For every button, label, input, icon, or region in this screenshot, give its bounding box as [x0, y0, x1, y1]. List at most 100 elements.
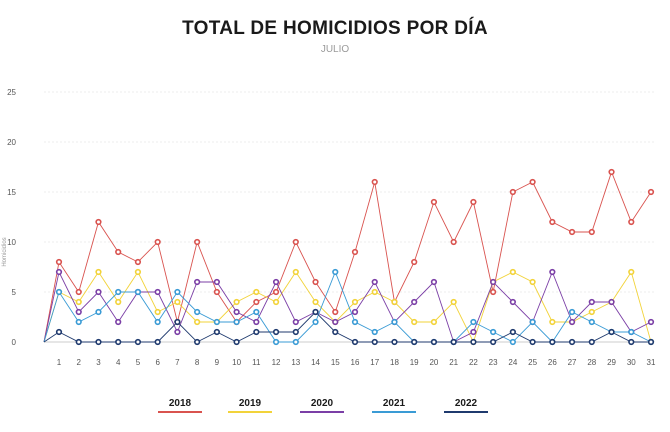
- y-tick-label: 10: [7, 238, 16, 247]
- data-point-2019: [253, 288, 260, 296]
- x-tick-label: 23: [489, 358, 498, 367]
- data-point-2021: [391, 318, 398, 326]
- series-line-2022: [43, 311, 651, 343]
- data-point-2018: [272, 288, 280, 296]
- legend-label-2019: 2019: [239, 398, 262, 409]
- data-point-2018: [194, 238, 201, 246]
- data-point-2020: [272, 278, 280, 286]
- x-tick-label: 5: [136, 358, 141, 367]
- data-point-2022: [647, 338, 655, 346]
- y-tick-label: 0: [12, 338, 17, 347]
- data-point-2018: [628, 218, 635, 226]
- data-point-2020: [292, 318, 299, 326]
- data-point-2018: [430, 198, 438, 206]
- data-point-2018: [608, 168, 615, 176]
- series-line-2019: [43, 270, 652, 344]
- data-point-2020: [647, 318, 655, 326]
- data-point-2020: [95, 288, 102, 296]
- data-point-2022: [95, 338, 102, 346]
- x-tick-label: 16: [351, 358, 360, 367]
- data-point-2022: [529, 338, 536, 346]
- data-point-2020: [608, 298, 615, 306]
- data-point-2022: [628, 338, 635, 346]
- x-tick-label: 10: [232, 358, 241, 367]
- data-point-2019: [549, 318, 556, 326]
- data-point-2022: [115, 338, 122, 346]
- data-point-2019: [292, 268, 299, 276]
- data-point-2021: [194, 308, 201, 316]
- x-tick-label: 15: [331, 358, 340, 367]
- x-tick-label: 13: [291, 358, 300, 367]
- data-point-2021: [174, 288, 181, 296]
- data-point-2021: [154, 318, 161, 326]
- data-point-2019: [312, 298, 319, 306]
- data-point-2022: [312, 308, 319, 316]
- x-tick-label: 28: [587, 358, 596, 367]
- data-point-2020: [115, 318, 122, 326]
- data-point-2022: [213, 328, 220, 336]
- x-tick-label: 8: [195, 358, 200, 367]
- x-tick-label: 29: [607, 358, 616, 367]
- data-point-2021: [351, 318, 359, 326]
- legend-label-2022: 2022: [455, 398, 478, 409]
- x-tick-label: 4: [116, 358, 121, 367]
- data-point-2019: [411, 318, 418, 326]
- data-point-2022: [154, 338, 161, 346]
- data-point-2018: [588, 228, 595, 236]
- data-point-2022: [194, 338, 201, 346]
- data-point-2018: [549, 218, 556, 226]
- x-tick-label: 24: [508, 358, 517, 367]
- x-tick-label: 31: [647, 358, 656, 367]
- data-point-2022: [272, 328, 280, 336]
- y-tick-label: 20: [7, 138, 16, 147]
- data-point-2020: [470, 328, 477, 336]
- data-point-2018: [450, 238, 457, 246]
- data-point-2019: [450, 298, 457, 306]
- x-tick-label: 20: [429, 358, 438, 367]
- data-point-2020: [253, 318, 260, 326]
- x-tick-label: 1: [57, 358, 62, 367]
- data-point-2021: [529, 318, 536, 326]
- data-point-2022: [55, 328, 63, 336]
- data-point-2019: [115, 298, 122, 306]
- data-point-2021: [490, 328, 497, 336]
- data-point-2019: [154, 308, 161, 316]
- data-point-2018: [411, 258, 418, 266]
- data-point-2022: [233, 338, 240, 346]
- data-point-2022: [332, 328, 339, 336]
- data-point-2019: [134, 268, 142, 276]
- data-point-2020: [568, 318, 576, 326]
- data-point-2022: [588, 338, 595, 346]
- x-tick-label: 14: [311, 358, 320, 367]
- y-tick-label: 5: [12, 288, 17, 297]
- data-point-2020: [549, 268, 556, 276]
- legend-label-2018: 2018: [169, 398, 192, 409]
- data-point-2018: [312, 278, 319, 286]
- data-point-2020: [55, 268, 63, 276]
- data-point-2020: [154, 288, 161, 296]
- data-point-2020: [75, 308, 82, 316]
- data-point-2020: [174, 328, 181, 336]
- data-point-2022: [430, 338, 438, 346]
- chart-subtitle: JULIO: [320, 44, 350, 55]
- data-point-2019: [75, 298, 82, 306]
- data-point-2021: [568, 308, 576, 316]
- data-point-2018: [490, 288, 497, 296]
- data-point-2018: [55, 258, 63, 266]
- data-point-2019: [391, 298, 398, 306]
- data-point-2018: [509, 188, 516, 196]
- y-tick-label: 15: [7, 188, 16, 197]
- data-point-2021: [213, 318, 220, 326]
- x-tick-label: 2: [77, 358, 82, 367]
- data-point-2018: [568, 228, 576, 236]
- data-point-2020: [411, 298, 418, 306]
- data-point-2022: [509, 328, 516, 336]
- series-line-2018: [43, 170, 652, 343]
- data-point-2019: [174, 298, 181, 306]
- data-point-2021: [233, 318, 240, 326]
- x-tick-label: 12: [272, 358, 281, 367]
- data-point-2020: [490, 278, 497, 286]
- data-point-2018: [647, 188, 655, 196]
- data-point-2019: [509, 268, 516, 276]
- data-point-2022: [391, 338, 398, 346]
